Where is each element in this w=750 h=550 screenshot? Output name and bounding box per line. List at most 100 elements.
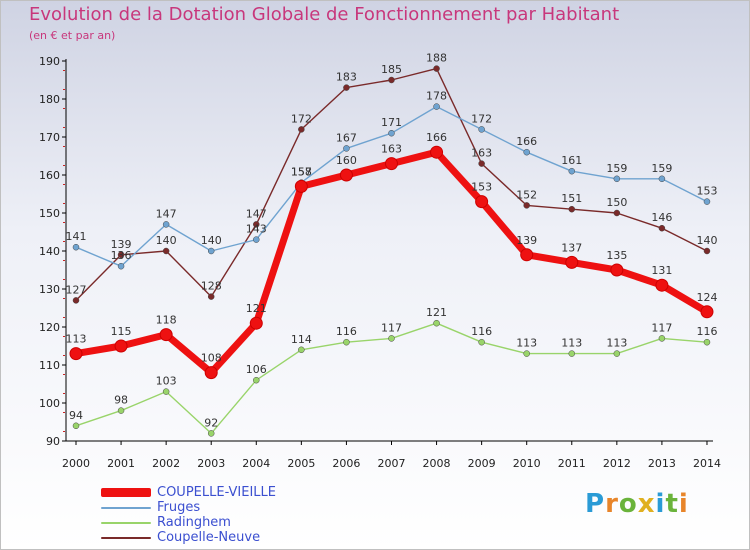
data-point-coupelle-neuve — [568, 205, 576, 213]
y-minor-tick — [63, 374, 65, 375]
data-point-coupelle-vieille — [610, 263, 624, 277]
data-label-coupelle-vieille: 163 — [381, 143, 402, 156]
y-tick-label: 110 — [39, 359, 60, 372]
data-label-radinghem: 121 — [426, 306, 447, 319]
legend-label: Fruges — [157, 500, 201, 515]
data-label-radinghem: 103 — [156, 375, 177, 388]
x-tick-label: 2010 — [513, 457, 541, 470]
data-point-coupelle-neuve — [658, 224, 666, 232]
y-minor-tick — [63, 431, 65, 432]
data-label-coupelle-vieille: 135 — [606, 249, 627, 262]
axes: 90 100 110 120 130 140 150 160 170 180 190 2000 2001… — [39, 55, 721, 470]
x-tick-label: 2013 — [648, 457, 676, 470]
data-point-coupelle-neuve — [117, 251, 125, 259]
data-point-fruges — [388, 129, 395, 137]
data-point-fruges — [523, 148, 530, 156]
data-label-radinghem: 106 — [246, 363, 267, 376]
data-label-coupelle-vieille: 118 — [156, 314, 177, 327]
data-point-coupelle-neuve — [433, 65, 440, 72]
legend-swatch — [101, 488, 151, 497]
legend-label: COUPELLE-VIEILLE — [157, 485, 276, 500]
y-minor-tick — [63, 165, 65, 166]
y-minor-tick — [63, 260, 65, 261]
data-labels: 127 139 140 128 147 172 183 185 188 163 152 151 150 1… — [66, 52, 718, 430]
data-label-radinghem: 114 — [291, 333, 312, 346]
x-tick-label: 2005 — [287, 457, 315, 470]
legend-swatch — [101, 521, 151, 524]
y-tick-label: 120 — [39, 321, 60, 334]
data-label-coupelle-neuve: 150 — [606, 196, 627, 209]
data-point-radinghem — [117, 407, 125, 414]
data-point-coupelle-vieille — [339, 168, 353, 182]
logo-letter: t — [665, 489, 679, 519]
data-label-coupelle-vieille: 124 — [696, 291, 717, 304]
y-tick-label: 100 — [39, 397, 60, 410]
data-label-fruges: 143 — [246, 223, 267, 236]
data-point-fruges — [658, 175, 666, 183]
logo-letter: r — [605, 489, 619, 519]
proxiti-logo: Proxiti — [585, 489, 689, 519]
data-label-coupelle-neuve: 152 — [516, 188, 537, 201]
data-label-radinghem: 117 — [381, 321, 402, 334]
data-label-coupelle-vieille: 121 — [246, 302, 267, 315]
data-label-radinghem: 113 — [606, 337, 627, 350]
data-label-fruges: 136 — [111, 249, 132, 262]
data-point-fruges — [433, 103, 440, 110]
y-tick-label: 150 — [39, 207, 60, 220]
data-label-radinghem: 117 — [651, 321, 672, 334]
data-label-radinghem: 113 — [516, 337, 537, 350]
logo-letter: i — [655, 489, 666, 519]
data-point-coupelle-neuve — [72, 297, 80, 304]
data-point-fruges — [253, 236, 260, 243]
data-point-coupelle-vieille — [204, 366, 218, 380]
data-label-radinghem: 116 — [336, 325, 357, 338]
data-point-radinghem — [613, 350, 621, 357]
y-minor-tick — [63, 241, 65, 242]
y-minor-tick — [63, 222, 65, 223]
data-label-radinghem: 94 — [69, 409, 83, 422]
data-point-radinghem — [568, 350, 576, 357]
data-label-coupelle-neuve: 188 — [426, 52, 447, 65]
data-point-radinghem — [658, 335, 666, 342]
data-point-coupelle-vieille — [475, 195, 489, 209]
y-tick-label: 160 — [39, 169, 60, 182]
data-point-coupelle-vieille — [384, 157, 398, 171]
data-point-coupelle-vieille — [565, 255, 579, 269]
data-label-coupelle-neuve: 147 — [246, 207, 267, 220]
x-tick-label: 2006 — [332, 457, 360, 470]
data-point-coupelle-vieille — [655, 278, 669, 292]
data-label-radinghem: 116 — [696, 325, 717, 338]
y-tick-label: 130 — [39, 283, 60, 296]
y-tick-label: 180 — [39, 93, 60, 106]
data-point-radinghem — [388, 335, 395, 342]
data-label-fruges: 153 — [696, 185, 717, 198]
legend: COUPELLE-VIEILLE Fruges Radinghem Coupelle-… — [101, 485, 401, 545]
data-label-coupelle-neuve: 163 — [471, 147, 492, 160]
data-point-coupelle-neuve — [523, 202, 530, 209]
data-label-coupelle-neuve: 128 — [201, 280, 222, 293]
logo-letter: x — [637, 489, 656, 519]
data-label-coupelle-neuve: 172 — [291, 112, 312, 125]
data-label-coupelle-neuve: 151 — [561, 192, 582, 205]
data-point-radinghem — [253, 376, 260, 384]
y-minor-tick — [63, 89, 65, 90]
data-label-fruges: 159 — [651, 162, 672, 175]
data-label-coupelle-neuve: 140 — [696, 234, 717, 247]
y-minor-tick — [63, 146, 65, 147]
x-tick-label: 2012 — [603, 457, 631, 470]
legend-item-coupelle-neuve: Coupelle-Neuve — [101, 530, 401, 545]
data-label-coupelle-vieille: 139 — [516, 234, 537, 247]
data-label-fruges: 178 — [426, 90, 447, 103]
data-label-coupelle-neuve: 185 — [381, 63, 402, 76]
data-point-fruges — [568, 167, 576, 175]
data-point-coupelle-neuve — [703, 247, 711, 255]
data-label-fruges: 147 — [156, 207, 177, 220]
data-point-radinghem — [523, 350, 530, 357]
data-point-coupelle-vieille — [700, 305, 714, 319]
data-point-coupelle-vieille — [294, 179, 308, 193]
x-tick-label: 2014 — [693, 457, 721, 470]
y-tick-label: 190 — [39, 55, 60, 68]
data-label-coupelle-vieille: 137 — [561, 241, 582, 254]
data-point-fruges — [703, 198, 711, 205]
